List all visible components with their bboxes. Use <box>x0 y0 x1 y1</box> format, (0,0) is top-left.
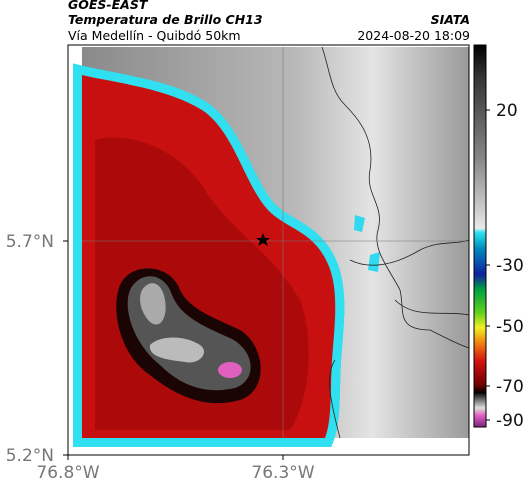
frame <box>67 44 470 456</box>
cold-core <box>116 268 261 404</box>
source: GOES-EAST <box>68 0 149 12</box>
colorbar-label: -90 <box>496 411 524 431</box>
lat-label: 5.7°N <box>6 232 54 252</box>
colorbar-label: -50 <box>496 317 524 337</box>
lon-label: 76.3°W <box>251 463 314 483</box>
borders <box>321 46 470 439</box>
org: SIATA <box>431 12 470 27</box>
route: Vía Medellín - Quibdó 50km <box>68 28 241 43</box>
product: Temperatura de Brillo CH13 <box>68 12 263 27</box>
lat-label: 5.2°N <box>6 446 54 466</box>
location-marker <box>256 233 270 246</box>
datetime: 2024-08-20 18:09 <box>357 28 470 43</box>
colorbar-label: 20 <box>496 101 518 121</box>
colorbar-label: -70 <box>496 377 524 397</box>
clouds-cyan <box>354 215 380 272</box>
lon-label: 76.8°W <box>36 463 99 483</box>
colorbar <box>473 44 487 428</box>
colorbar-label: -30 <box>496 256 524 276</box>
map-image <box>73 46 470 447</box>
